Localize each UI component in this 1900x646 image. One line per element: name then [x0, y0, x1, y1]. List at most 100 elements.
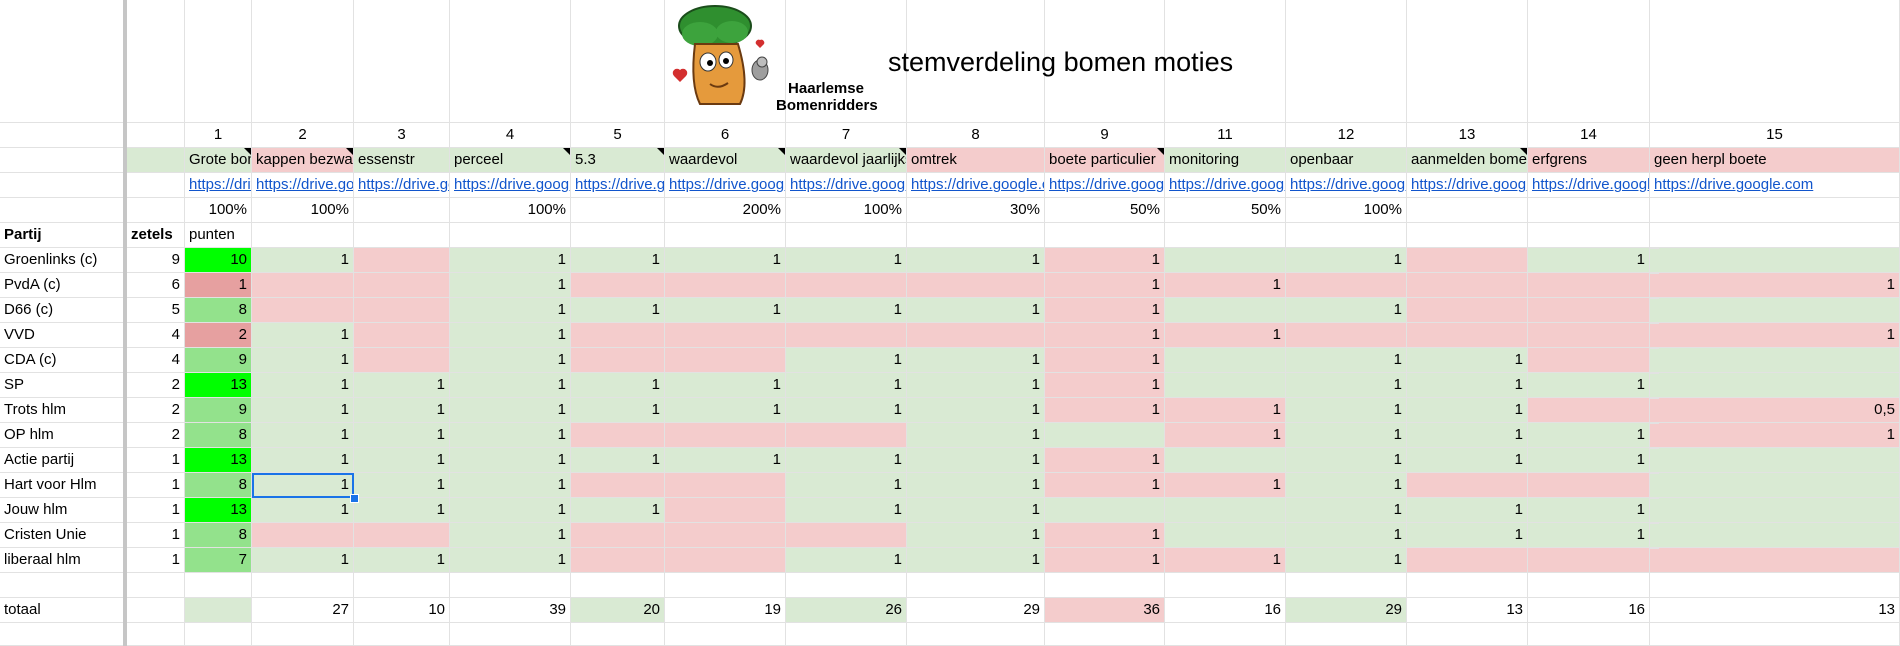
empty-cell[interactable] [0, 148, 127, 173]
vote-cell[interactable]: 1 [907, 348, 1045, 373]
vote-cell[interactable]: 1 [450, 248, 571, 273]
spacer[interactable] [1650, 473, 1659, 474]
vote-cell[interactable] [1165, 298, 1286, 323]
empty-cell[interactable] [665, 623, 786, 646]
vote-cell[interactable] [1650, 498, 1900, 523]
motion-percentage[interactable] [354, 198, 450, 223]
motion-link[interactable]: https://drive.google.com [1286, 173, 1407, 198]
vote-cell[interactable]: 1 [1407, 523, 1528, 548]
vote-cell[interactable]: 1 [1407, 348, 1528, 373]
vote-cell[interactable]: 1 [665, 448, 786, 473]
vote-cell[interactable]: 1 [354, 498, 450, 523]
vote-cell[interactable] [1407, 548, 1528, 573]
spacer[interactable] [1650, 273, 1659, 274]
vote-cell[interactable]: 1 [450, 373, 571, 398]
vote-cell[interactable]: 1 [907, 448, 1045, 473]
vote-cell[interactable] [1407, 298, 1528, 323]
motion-total[interactable]: 10 [354, 598, 450, 623]
vote-cell[interactable] [665, 423, 786, 448]
party-zetels[interactable]: 5 [127, 298, 185, 323]
empty-cell[interactable] [252, 0, 354, 123]
vote-cell[interactable] [354, 323, 450, 348]
vote-cell[interactable] [1650, 348, 1900, 373]
vote-cell[interactable]: 1 [1650, 323, 1900, 348]
vote-cell[interactable] [1286, 273, 1407, 298]
vote-cell[interactable]: 1 [786, 373, 907, 398]
party-punten[interactable]: 7 [185, 548, 252, 573]
vote-cell[interactable] [1165, 373, 1286, 398]
vote-cell[interactable]: 0,5 [1650, 398, 1900, 423]
vote-cell[interactable]: 1 [450, 523, 571, 548]
vote-cell[interactable] [252, 523, 354, 548]
party-punten[interactable]: 8 [185, 423, 252, 448]
party-punten[interactable]: 8 [185, 298, 252, 323]
spacer[interactable] [1650, 348, 1659, 349]
vote-cell[interactable]: 1 [571, 398, 665, 423]
motion-number[interactable]: 3 [354, 123, 450, 148]
vote-cell[interactable] [1650, 523, 1900, 548]
vote-cell[interactable]: 1 [354, 373, 450, 398]
vote-cell[interactable]: 1 [1286, 448, 1407, 473]
party-zetels[interactable]: 1 [127, 498, 185, 523]
party-zetels[interactable]: 2 [127, 398, 185, 423]
vote-cell[interactable]: 1 [1650, 423, 1900, 448]
motion-link[interactable]: https://drive.google.com [185, 173, 252, 198]
motion-total[interactable]: 13 [1650, 598, 1900, 623]
motion-link[interactable]: https://drive.google.com [1407, 173, 1528, 198]
vote-cell[interactable]: 1 [665, 298, 786, 323]
vote-cell[interactable]: 1 [252, 448, 354, 473]
motion-name[interactable]: openbaar [1286, 148, 1407, 173]
vote-cell[interactable]: 1 [252, 373, 354, 398]
motion-number[interactable]: 4 [450, 123, 571, 148]
motion-percentage[interactable] [1407, 198, 1528, 223]
empty-cell[interactable] [0, 573, 127, 598]
vote-cell[interactable] [1528, 323, 1650, 348]
party-name[interactable]: OP hlm [0, 423, 127, 448]
empty-cell[interactable] [0, 0, 127, 123]
vote-cell[interactable]: 1 [907, 298, 1045, 323]
empty-cell[interactable] [1045, 573, 1165, 598]
motion-link[interactable]: https://drive.google.com [665, 173, 786, 198]
vote-cell[interactable]: 1 [907, 248, 1045, 273]
motion-link[interactable]: https://drive.google.com [252, 173, 354, 198]
vote-cell[interactable] [252, 273, 354, 298]
vote-cell[interactable]: 1 [907, 423, 1045, 448]
motion-number[interactable]: 15 [1650, 123, 1900, 148]
vote-cell[interactable]: 1 [252, 498, 354, 523]
empty-cell[interactable] [354, 623, 450, 646]
vote-cell[interactable]: 1 [450, 348, 571, 373]
spacer[interactable] [1650, 248, 1659, 249]
vote-cell[interactable]: 1 [1286, 348, 1407, 373]
vote-cell[interactable]: 1 [354, 548, 450, 573]
spacer[interactable] [1650, 448, 1659, 449]
empty-cell[interactable] [0, 623, 127, 646]
empty-cell[interactable] [1045, 623, 1165, 646]
vote-cell[interactable] [665, 548, 786, 573]
motion-total[interactable]: 20 [571, 598, 665, 623]
motion-total[interactable]: 29 [1286, 598, 1407, 623]
empty-cell[interactable] [354, 0, 450, 123]
vote-cell[interactable]: 1 [354, 423, 450, 448]
empty-cell[interactable] [786, 0, 907, 123]
vote-cell[interactable] [907, 323, 1045, 348]
motion-link[interactable]: https://drive.google.com [1165, 173, 1286, 198]
motion-link[interactable]: https://drive.google.com [786, 173, 907, 198]
vote-cell[interactable]: 1 [1528, 423, 1650, 448]
motion-number[interactable]: 1 [185, 123, 252, 148]
empty-cell[interactable] [127, 0, 185, 123]
spacer[interactable] [1650, 498, 1659, 499]
vote-cell[interactable] [665, 473, 786, 498]
vote-cell[interactable]: 1 [786, 348, 907, 373]
vote-cell[interactable]: 1 [1528, 498, 1650, 523]
party-name[interactable]: liberaal hlm [0, 548, 127, 573]
empty-cell[interactable] [450, 0, 571, 123]
vote-cell[interactable]: 1 [786, 448, 907, 473]
motion-total[interactable]: 16 [1165, 598, 1286, 623]
empty-cell[interactable] [571, 573, 665, 598]
party-punten[interactable]: 8 [185, 523, 252, 548]
vote-cell[interactable]: 1 [450, 273, 571, 298]
vote-cell[interactable]: 1 [1286, 423, 1407, 448]
empty-cell[interactable] [354, 223, 450, 248]
empty-cell[interactable] [354, 573, 450, 598]
party-zetels[interactable]: 9 [127, 248, 185, 273]
